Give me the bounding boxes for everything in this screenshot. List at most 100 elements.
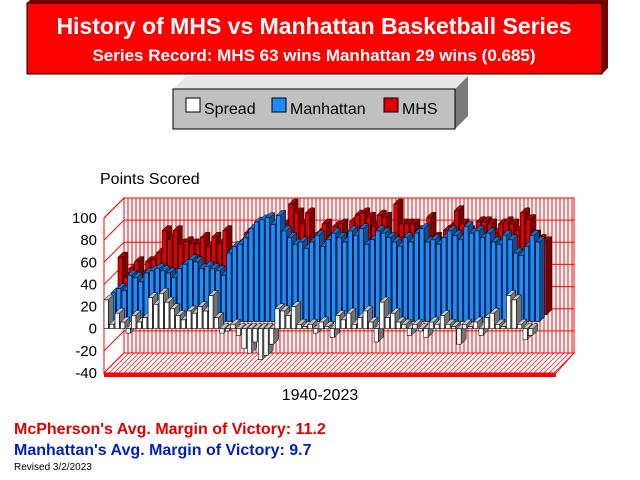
floor-grid-line [318,352,340,374]
floor-grid-line [303,352,325,374]
floor-grid-line [428,352,450,374]
floor-grid-line [168,352,190,374]
floor-grid-line [298,352,320,374]
floor-grid-line [148,352,170,374]
floor-grid-line [488,352,510,374]
floor-grid-line [213,352,235,374]
title-banner: History of MHS vs Manhattan Basketball S… [26,0,608,75]
bar-manhattan [534,236,546,323]
legend-swatch-spread [185,97,201,113]
y-tick-label: 40 [80,276,97,293]
bar-spread [307,318,318,330]
floor-grid-line [473,352,495,374]
floor-grid-line [203,352,225,374]
legend-shadow-side [455,76,468,129]
floor-grid-line [123,352,145,374]
floor-grid-line [103,352,125,374]
legend: Spread Manhattan MHS [172,76,468,130]
floor-grid-line [418,352,440,374]
bar-spread [527,323,539,336]
floor-grid-line [193,352,215,374]
floor-grid-line [208,352,230,374]
floor-grid-line [143,352,165,374]
grid-line-side [103,241,125,263]
floor-grid-line [508,352,530,374]
floor-grid-line [133,352,155,374]
bar-spread [213,312,225,330]
bars [103,198,553,361]
floor-grid-line [433,352,455,374]
floor-grid-line [333,352,355,374]
floor-grid-line [238,352,260,374]
floor-grid-line [358,352,380,374]
bar-spread [401,318,412,330]
floor-grid-line [328,352,350,374]
floor-grid-line [228,352,250,374]
floor-grid-line [218,352,240,374]
y-tick-label: 100 [72,210,97,227]
floor-grid-line [533,352,555,374]
floor-grid-line [323,352,345,374]
floor-grid-line [423,352,445,374]
floor-grid-line [393,352,415,374]
x-axis-title: 1940-2023 [282,387,359,404]
floor-grid-line [398,352,420,374]
grid-line-side [103,219,125,241]
floor-grid-line [283,352,305,374]
y-axis-title: Points Scored [100,171,200,188]
floor-grid-line [308,352,330,374]
legend-label-manhattan: Manhattan [290,101,366,118]
floor-grid-line [263,352,285,374]
floor-grid-line [373,352,395,374]
floor-grid-line [408,352,430,374]
floor-grid-line [388,352,410,374]
bar-spread [318,316,329,330]
floor-grid-line [363,352,385,374]
floor-grid-line [338,352,360,374]
revised-date: Revised 3/2/2023 [14,462,92,473]
floor-grid-line [258,352,280,374]
bar-spread [412,318,423,330]
y-tick-label: 60 [80,254,97,271]
floor-grid-line [273,352,295,374]
bar-spread [103,294,114,330]
floor-grid-line [153,352,175,374]
floor-grid-line [448,352,470,374]
manhattan-avg-margin: Manhattan's Avg. Margin of Victory: 9.7 [14,442,312,459]
floor-grid-line [493,352,515,374]
floor-grid-line [253,352,275,374]
floor-edge [104,373,556,377]
floor-grid-line [223,352,245,374]
floor-grid-line [353,352,375,374]
floor-grid-line [113,352,135,374]
legend-swatch-manhattan [271,97,287,113]
bar-spread [230,318,241,330]
floor-grid-line [438,352,460,374]
floor-grid-line [498,352,520,374]
floor-grid-line [173,352,195,374]
mhs-avg-margin: McPherson's Avg. Margin of Victory: 11.2 [14,421,326,438]
floor-grid-line [403,352,425,374]
legend-label-mhs: MHS [402,101,438,118]
floor-grid-line [178,352,200,374]
floor-grid-line [483,352,505,374]
floor-grid-line [118,352,140,374]
legend-swatch-mhs [383,97,399,113]
legend-shadow-top [173,76,468,89]
floor-grid-line [158,352,180,374]
title-banner-box [26,2,603,75]
floor-grid-line [513,352,535,374]
series-record: Series Record: MHS 63 wins Manhattan 29 … [92,46,535,65]
floor-grid-line [468,352,490,374]
floor-grid-line [458,352,480,374]
floor-grid-line [278,352,300,374]
floor-grid-line [523,352,545,374]
floor-grid-line [288,352,310,374]
bar-spread [450,320,462,330]
floor-grid-line [163,352,185,374]
floor-grid-line [313,352,335,374]
floor-grid-line [413,352,435,374]
bar-spread [516,318,528,330]
floor-grid-line [548,352,570,374]
floor-grid-line [383,352,405,374]
